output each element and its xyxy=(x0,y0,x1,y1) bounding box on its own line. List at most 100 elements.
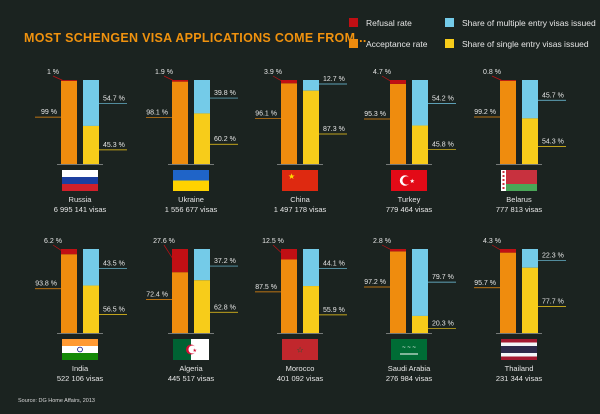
single-entry-label: 62.8 % xyxy=(214,304,236,311)
multiple-entry-bar xyxy=(194,80,210,114)
acceptance-label: 97.2 % xyxy=(364,279,386,286)
multiple-entry-bar xyxy=(194,249,210,281)
visa-count: 777 813 visas xyxy=(496,205,543,214)
country-name: Saudi Arabia xyxy=(388,364,431,373)
single-entry-bar xyxy=(194,113,210,164)
refusal-label: 3.9 % xyxy=(264,69,282,76)
svg-text:★: ★ xyxy=(410,178,415,185)
thailand-flag xyxy=(501,339,537,360)
single-entry-label: 77.7 % xyxy=(542,299,564,306)
refusal-label: 12.5 % xyxy=(262,238,284,245)
country-name: India xyxy=(72,364,89,373)
legend-swatch-multiple xyxy=(445,18,454,27)
belarus-flag xyxy=(501,170,537,191)
country-name: Algeria xyxy=(179,364,203,373)
single-entry-bar xyxy=(522,118,538,164)
multiple-entry-label: 39.8 % xyxy=(214,90,236,97)
legend-item-refusal: Refusal rate xyxy=(349,18,412,28)
single-entry-label: 45.8 % xyxy=(432,142,454,149)
multiple-entry-bar xyxy=(412,249,428,316)
refusal-leader xyxy=(381,244,393,251)
china-flag: ★ xyxy=(282,170,318,191)
legend-item-single: Share of single entry visas issued xyxy=(445,39,589,49)
svg-text:★: ★ xyxy=(288,172,295,181)
country-chart-saudi-arabia: 2.8 % 97.2 % 79.7 % 20.3 % ~ ~ ~ Saudi Arabia… xyxy=(364,238,456,383)
single-entry-bar xyxy=(83,125,99,164)
multiple-entry-bar xyxy=(83,249,99,286)
refusal-label: 1 % xyxy=(47,69,59,76)
multiple-entry-label: 54.2 % xyxy=(432,95,454,102)
refusal-label: 27.6 % xyxy=(153,238,175,245)
multiple-entry-label: 45.7 % xyxy=(542,92,564,99)
single-entry-label: 56.5 % xyxy=(103,307,125,314)
refusal-bar xyxy=(281,249,297,260)
acceptance-label: 99 % xyxy=(41,109,57,116)
refusal-label: 1.9 % xyxy=(155,69,173,76)
refusal-leader xyxy=(491,244,503,252)
multiple-entry-bar xyxy=(412,80,428,126)
multiple-entry-label: 22.3 % xyxy=(542,252,564,259)
ukraine-flag xyxy=(173,170,209,191)
refusal-leader xyxy=(272,75,284,82)
morocco-flag: ☆ xyxy=(282,339,318,360)
multiple-entry-bar xyxy=(303,249,319,287)
visa-count: 401 092 visas xyxy=(277,374,324,383)
acceptance-bar xyxy=(500,80,516,164)
acceptance-bar xyxy=(61,254,77,333)
legend-label-refusal: Refusal rate xyxy=(366,18,412,28)
legend-item-multiple: Share of multiple entry visas issued xyxy=(445,18,596,28)
single-entry-bar xyxy=(412,125,428,164)
legend-swatch-refusal xyxy=(349,18,358,27)
single-entry-bar xyxy=(522,267,538,333)
single-entry-label: 87.3 % xyxy=(323,126,345,133)
legend-item-acceptance: Acceptance rate xyxy=(349,39,427,49)
refusal-label: 0.8 % xyxy=(483,69,501,76)
refusal-bar xyxy=(61,80,77,81)
acceptance-bar xyxy=(390,83,406,164)
refusal-bar xyxy=(61,249,77,255)
legend: Refusal rate Acceptance rate Share of mu… xyxy=(0,0,600,60)
refusal-label: 4.7 % xyxy=(373,69,391,76)
refusal-leader xyxy=(52,244,64,252)
turkey-flag: ★ xyxy=(391,170,427,191)
refusal-label: 6.2 % xyxy=(44,238,62,245)
visa-count: 1 556 677 visas xyxy=(165,205,218,214)
acceptance-bar xyxy=(172,272,188,333)
legend-label-multiple: Share of multiple entry visas issued xyxy=(462,18,596,28)
multiple-entry-bar xyxy=(83,80,99,126)
multiple-entry-label: 79.7 % xyxy=(432,274,454,281)
india-flag xyxy=(62,339,98,360)
visa-count: 276 984 visas xyxy=(386,374,433,383)
refusal-bar xyxy=(172,80,188,82)
refusal-leader xyxy=(52,75,64,81)
acceptance-label: 93.8 % xyxy=(35,281,57,288)
multiple-entry-label: 37.2 % xyxy=(214,258,236,265)
legend-swatch-acceptance xyxy=(349,39,358,48)
acceptance-bar xyxy=(61,80,77,164)
svg-text:~ ~ ~: ~ ~ ~ xyxy=(402,345,416,351)
russia-flag xyxy=(62,170,98,191)
acceptance-bar xyxy=(390,251,406,333)
acceptance-label: 96.1 % xyxy=(255,111,277,118)
algeria-flag: ★ xyxy=(173,339,209,360)
country-name: Turkey xyxy=(398,195,421,204)
refusal-bar xyxy=(500,80,516,81)
single-entry-bar xyxy=(194,280,210,333)
single-entry-bar xyxy=(83,285,99,333)
acceptance-label: 72.4 % xyxy=(146,292,168,299)
country-name: China xyxy=(290,195,310,204)
refusal-bar xyxy=(390,249,406,252)
acceptance-bar xyxy=(281,83,297,164)
single-entry-label: 20.3 % xyxy=(432,320,454,327)
single-entry-label: 55.9 % xyxy=(323,307,345,314)
acceptance-bar xyxy=(281,259,297,333)
acceptance-bar xyxy=(500,252,516,333)
country-name: Russia xyxy=(69,195,93,204)
single-entry-label: 45.3 % xyxy=(103,142,125,149)
